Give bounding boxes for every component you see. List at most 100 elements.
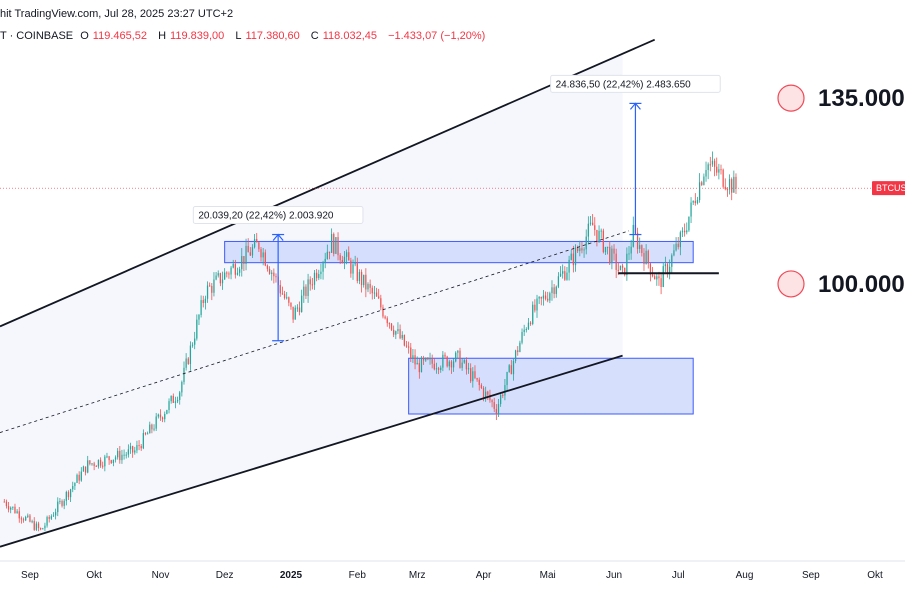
candle-body bbox=[733, 176, 735, 193]
candle bbox=[553, 284, 555, 299]
candle-body bbox=[478, 379, 480, 386]
candle-body bbox=[728, 179, 731, 190]
candle bbox=[316, 269, 318, 282]
candle-body bbox=[132, 446, 134, 453]
candle-body bbox=[600, 230, 602, 232]
candle bbox=[416, 356, 418, 365]
candle bbox=[5, 499, 8, 509]
candle-body bbox=[256, 239, 258, 243]
candle-body bbox=[343, 256, 346, 264]
candle-body bbox=[52, 515, 55, 517]
candle-body bbox=[114, 457, 117, 460]
candle-body bbox=[328, 251, 331, 253]
candle-body bbox=[50, 516, 52, 519]
candle bbox=[457, 350, 459, 359]
candle-body bbox=[656, 276, 658, 280]
candle-body bbox=[350, 260, 352, 274]
measure-label-2: 24.836,50 (22,42%) 2.483.650 bbox=[556, 79, 692, 90]
candle-body bbox=[373, 292, 376, 294]
candle bbox=[529, 321, 532, 326]
candle bbox=[572, 245, 575, 273]
candle-body bbox=[198, 314, 200, 320]
candle bbox=[211, 283, 213, 301]
candle bbox=[536, 294, 538, 318]
candle bbox=[495, 404, 498, 421]
candle bbox=[279, 280, 281, 297]
candle-body bbox=[354, 263, 356, 265]
candle-body bbox=[470, 368, 472, 382]
candle-body bbox=[726, 189, 729, 191]
candle bbox=[119, 446, 121, 464]
candle bbox=[339, 253, 341, 265]
candle bbox=[664, 256, 667, 273]
candle-body bbox=[465, 360, 468, 370]
candle bbox=[718, 163, 720, 180]
candle-body bbox=[181, 382, 183, 393]
candle-body bbox=[191, 344, 194, 346]
candle bbox=[221, 271, 224, 290]
candle bbox=[146, 431, 149, 435]
candle-body bbox=[12, 506, 14, 508]
candle bbox=[27, 513, 29, 519]
candle-body bbox=[249, 252, 251, 256]
candle bbox=[271, 270, 273, 281]
candle-body bbox=[709, 164, 711, 166]
candle-body bbox=[696, 200, 699, 204]
candle-body bbox=[525, 329, 527, 331]
candle bbox=[386, 316, 388, 327]
candle-body bbox=[322, 262, 324, 272]
candle-body bbox=[206, 285, 209, 299]
candle-body bbox=[562, 271, 564, 274]
candle-body bbox=[25, 516, 27, 521]
candle bbox=[570, 249, 572, 261]
candle bbox=[168, 398, 170, 414]
candle bbox=[669, 259, 671, 280]
candle bbox=[521, 328, 523, 345]
candle-body bbox=[658, 276, 660, 279]
candle bbox=[621, 263, 624, 274]
candle bbox=[420, 355, 423, 373]
candle-body bbox=[536, 298, 538, 311]
candle bbox=[425, 357, 427, 362]
candle-body bbox=[666, 264, 669, 274]
candle bbox=[686, 222, 688, 235]
candle bbox=[487, 390, 489, 401]
x-tick-label-10: Jun bbox=[606, 570, 622, 581]
candle-body bbox=[386, 318, 388, 324]
candle-body bbox=[149, 424, 151, 434]
candle-body bbox=[397, 329, 399, 332]
candle bbox=[444, 352, 446, 359]
candle bbox=[514, 349, 517, 364]
candle-body bbox=[412, 355, 414, 359]
candle bbox=[651, 266, 654, 278]
measure-box-2 bbox=[550, 74, 721, 93]
candle bbox=[104, 454, 106, 472]
x-tick-label-8: Apr bbox=[476, 570, 492, 581]
candle bbox=[598, 225, 600, 244]
candle-body bbox=[420, 357, 423, 373]
candle bbox=[701, 180, 703, 187]
candle-body bbox=[630, 246, 632, 254]
candle-body bbox=[679, 232, 681, 248]
candle bbox=[365, 268, 367, 298]
candle-body bbox=[544, 295, 547, 299]
candle bbox=[639, 237, 641, 253]
candle-body bbox=[168, 401, 170, 410]
candle bbox=[596, 229, 598, 247]
candle-body bbox=[431, 358, 433, 364]
candle-body bbox=[44, 525, 46, 529]
x-tick-label-12: Aug bbox=[736, 570, 754, 581]
candle bbox=[74, 482, 76, 491]
candle bbox=[724, 178, 726, 191]
candle bbox=[155, 412, 157, 431]
candle bbox=[579, 240, 581, 257]
candle bbox=[76, 473, 78, 484]
candle bbox=[517, 346, 519, 356]
candle bbox=[40, 527, 42, 531]
candle bbox=[194, 331, 196, 350]
candle bbox=[606, 246, 609, 255]
x-tick-label-2: Okt bbox=[86, 570, 102, 581]
candle-body bbox=[311, 284, 314, 286]
candle bbox=[360, 269, 363, 293]
